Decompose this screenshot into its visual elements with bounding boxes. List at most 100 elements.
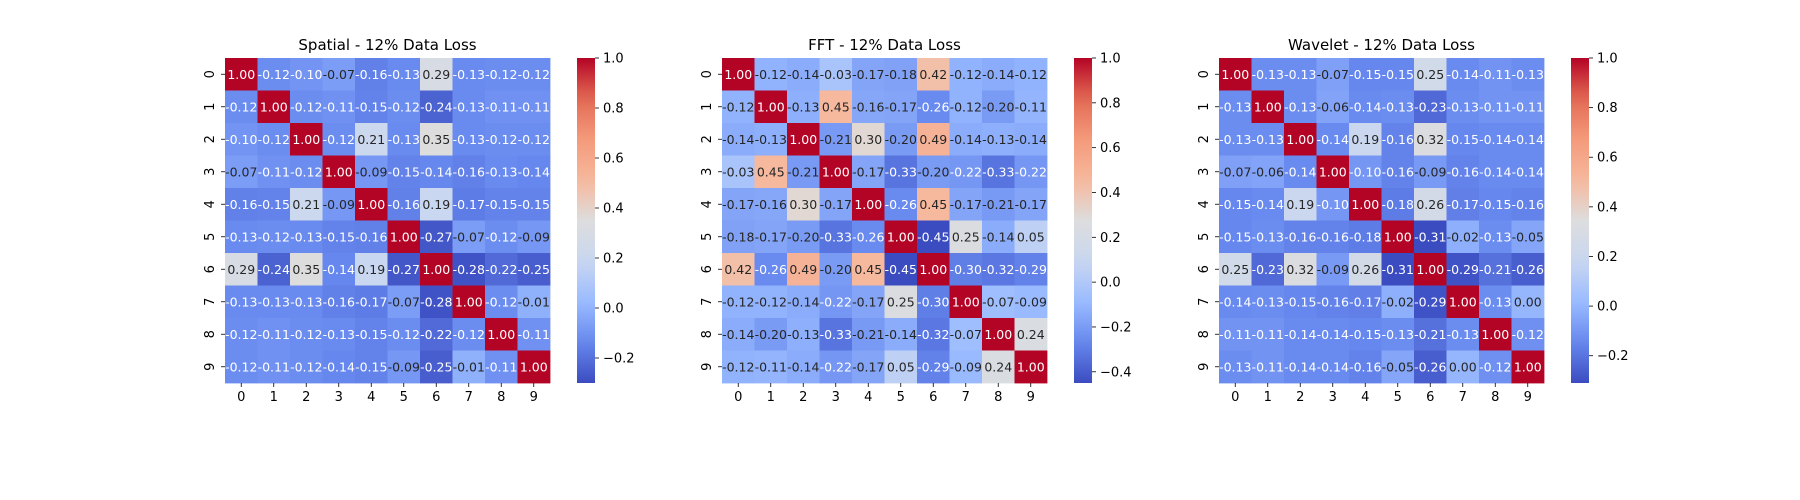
heatmap-cell bbox=[917, 253, 950, 286]
cell-value-label: -0.05 bbox=[1512, 229, 1544, 244]
cell-value-label: -0.12 bbox=[722, 294, 754, 309]
cell-value-label: -0.15 bbox=[1382, 67, 1414, 82]
heatmap-cell bbox=[754, 58, 788, 91]
heatmap-cell bbox=[290, 90, 323, 124]
cell-value-label: -0.21 bbox=[852, 327, 884, 342]
y-tick-label: 1 bbox=[203, 103, 218, 111]
cell-value-label: -0.14 bbox=[1479, 132, 1511, 147]
cell-value-label: 0.00 bbox=[1514, 294, 1542, 309]
cell-value-label: -0.05 bbox=[1382, 359, 1414, 374]
heatmap-cell bbox=[1349, 285, 1382, 319]
heatmap-cell bbox=[1284, 285, 1317, 319]
cell-value-label: 0.45 bbox=[822, 99, 850, 114]
colorbar-tick-label: −0.4 bbox=[1100, 365, 1132, 380]
heatmap-cell bbox=[225, 220, 258, 254]
colorbar-tick-label: 0.2 bbox=[603, 252, 624, 267]
x-tick-label: 6 bbox=[929, 390, 937, 405]
cell-value-label: 1.00 bbox=[455, 294, 483, 309]
cell-value-label: -0.09 bbox=[388, 359, 420, 374]
cell-value-label: 1.00 bbox=[227, 67, 255, 82]
cell-value-label: -0.21 bbox=[787, 164, 819, 179]
cell-value-label: -0.13 bbox=[290, 294, 322, 309]
heatmap-cell bbox=[1316, 188, 1350, 221]
cell-value-label: 0.29 bbox=[227, 262, 255, 277]
heatmap-cell bbox=[884, 285, 918, 319]
heatmap-cell bbox=[819, 123, 853, 156]
cell-value-label: -0.09 bbox=[1317, 262, 1349, 277]
heatmap-cell bbox=[1414, 188, 1447, 221]
cell-value-label: -0.17 bbox=[885, 99, 917, 114]
cell-value-label: 1.00 bbox=[520, 359, 548, 374]
heatmap-cell bbox=[1219, 58, 1252, 91]
cell-value-label: -0.13 bbox=[1447, 99, 1479, 114]
cell-value-label: -0.11 bbox=[1015, 99, 1047, 114]
cell-value-label: 1.00 bbox=[1416, 262, 1444, 277]
heatmap-cell bbox=[754, 123, 788, 156]
cell-value-label: -0.17 bbox=[1349, 294, 1381, 309]
cell-value-label: -0.07 bbox=[453, 229, 485, 244]
heatmap-cell bbox=[355, 58, 388, 91]
cell-value-label: -0.13 bbox=[1479, 294, 1511, 309]
cell-value-label: -0.20 bbox=[885, 132, 917, 147]
heatmap-cell bbox=[1414, 123, 1447, 156]
cell-value-label: -0.15 bbox=[1349, 67, 1381, 82]
heatmap-cell bbox=[1219, 188, 1252, 221]
cell-value-label: -0.20 bbox=[755, 327, 787, 342]
cell-value-label: -0.07 bbox=[1219, 164, 1251, 179]
cell-value-label: -0.21 bbox=[1414, 327, 1446, 342]
heatmap-cell bbox=[787, 155, 820, 189]
cell-value-label: -0.13 bbox=[258, 294, 290, 309]
heatmap-cell bbox=[485, 123, 518, 156]
x-tick-label: 6 bbox=[432, 390, 440, 405]
cell-value-label: -0.11 bbox=[1252, 327, 1284, 342]
heatmap-cell bbox=[884, 58, 918, 91]
heatmap-cell bbox=[1316, 123, 1350, 156]
heatmap-cell bbox=[1349, 58, 1382, 91]
y-tick-label: 9 bbox=[1197, 363, 1212, 371]
cell-value-label: -0.28 bbox=[420, 294, 452, 309]
heatmap-cell bbox=[917, 188, 950, 221]
x-tick-label: 1 bbox=[270, 390, 278, 405]
y-tick-label: 5 bbox=[203, 233, 218, 241]
cell-value-label: -0.10 bbox=[1349, 164, 1381, 179]
cell-value-label: -0.15 bbox=[323, 229, 355, 244]
cell-value-label: -0.13 bbox=[787, 99, 819, 114]
cell-value-label: -0.15 bbox=[388, 164, 420, 179]
x-tick-label: 0 bbox=[237, 390, 245, 405]
heatmap-cell bbox=[257, 188, 291, 221]
heatmap-cell bbox=[787, 285, 820, 319]
cell-value-label: -0.16 bbox=[1284, 229, 1316, 244]
heatmap-cell bbox=[982, 220, 1015, 254]
cell-value-label: -0.22 bbox=[1015, 164, 1047, 179]
cell-value-label: -0.33 bbox=[820, 327, 852, 342]
cell-value-label: -0.09 bbox=[1015, 294, 1047, 309]
chart-title: Wavelet - 12% Data Loss bbox=[1288, 36, 1475, 54]
heatmap-cell bbox=[1316, 58, 1350, 91]
heatmap-cell bbox=[485, 318, 518, 351]
heatmap-cell bbox=[485, 220, 518, 254]
heatmap-cell bbox=[322, 155, 356, 189]
cell-value-label: -0.14 bbox=[1447, 67, 1479, 82]
cell-value-label: -0.12 bbox=[258, 67, 290, 82]
heatmap-cell bbox=[290, 253, 323, 286]
cell-value-label: -0.12 bbox=[453, 327, 485, 342]
cell-value-label: -0.14 bbox=[1317, 327, 1349, 342]
cell-value-label: -0.14 bbox=[1317, 132, 1349, 147]
heatmap-cell bbox=[1381, 90, 1415, 124]
heatmap-cell bbox=[1316, 90, 1350, 124]
heatmap-cell bbox=[1414, 58, 1447, 91]
cell-value-label: 1.00 bbox=[919, 262, 947, 277]
heatmap-cell bbox=[1479, 123, 1512, 156]
heatmap-cell bbox=[917, 318, 950, 351]
x-tick-label: 3 bbox=[832, 390, 840, 405]
cell-value-label: 1.00 bbox=[789, 132, 817, 147]
cell-value-label: -0.14 bbox=[1284, 164, 1316, 179]
heatmap-cell bbox=[1414, 285, 1447, 319]
x-tick-label: 2 bbox=[302, 390, 310, 405]
heatmap-cell bbox=[387, 220, 421, 254]
heatmap-cell bbox=[787, 58, 820, 91]
cell-value-label: -0.02 bbox=[1447, 229, 1479, 244]
heatmap-cell bbox=[1479, 188, 1512, 221]
cell-value-label: 1.00 bbox=[390, 229, 418, 244]
cell-value-label: -0.17 bbox=[755, 229, 787, 244]
